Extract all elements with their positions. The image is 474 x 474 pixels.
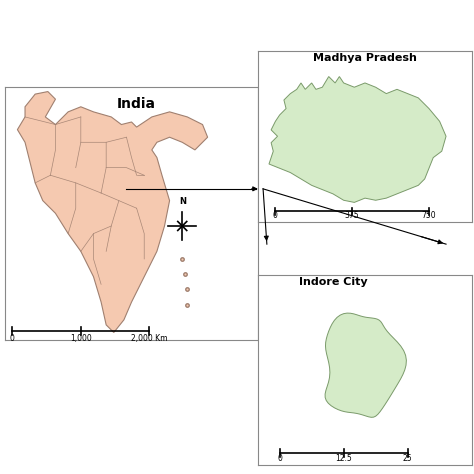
Text: 2,000 Km: 2,000 Km	[131, 334, 167, 343]
Text: 12.5: 12.5	[335, 454, 352, 463]
Text: Indore City: Indore City	[299, 277, 367, 287]
Text: Madhya Pradesh: Madhya Pradesh	[313, 53, 417, 63]
Text: 1,000: 1,000	[70, 334, 91, 343]
Text: India: India	[117, 97, 156, 110]
Text: 25: 25	[403, 454, 412, 463]
Text: 375: 375	[345, 211, 359, 220]
Polygon shape	[18, 91, 208, 332]
Text: 0: 0	[277, 454, 282, 463]
Text: N: N	[179, 197, 186, 206]
Text: 750: 750	[422, 211, 436, 220]
Polygon shape	[325, 313, 406, 417]
Text: 0: 0	[273, 211, 278, 220]
Polygon shape	[269, 76, 446, 202]
Text: 0: 0	[10, 334, 15, 343]
